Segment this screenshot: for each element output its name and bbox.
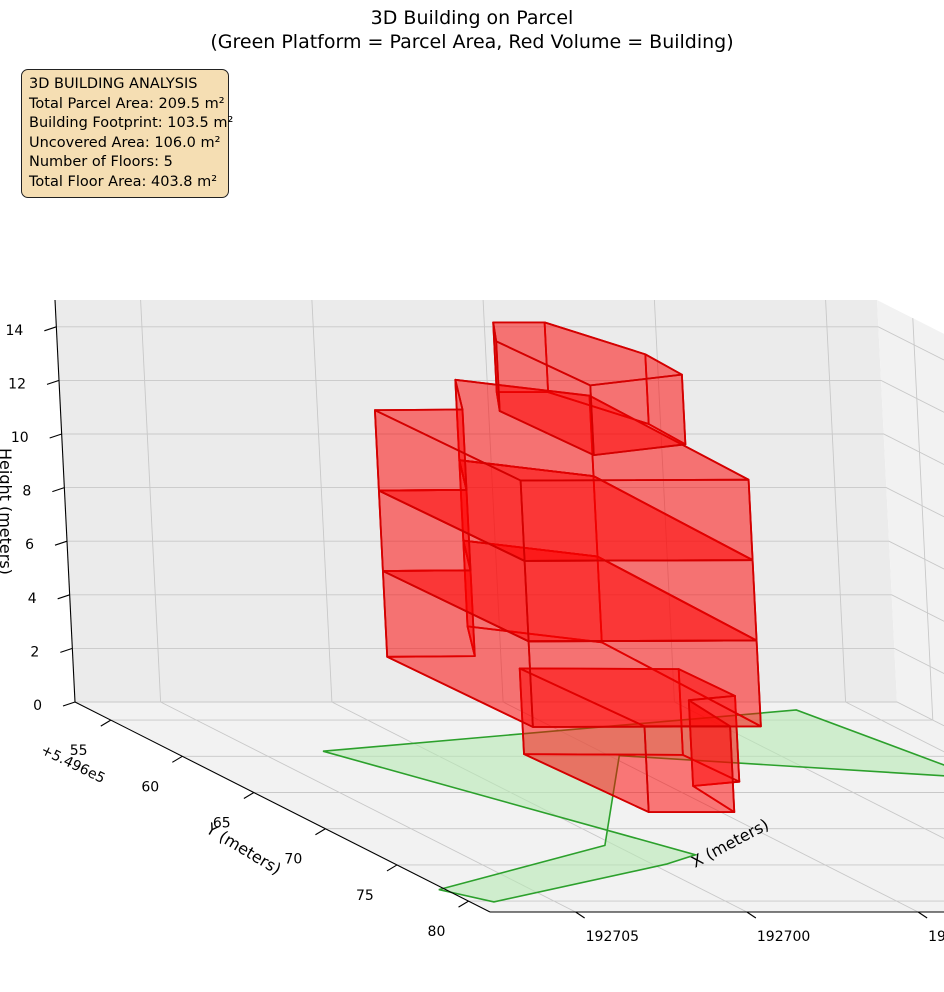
grid-line-z xyxy=(69,594,944,622)
y-axis-line xyxy=(74,701,491,913)
y-tick-label: 60 xyxy=(141,779,159,795)
chart-subtitle: (Green Platform = Parcel Area, Red Volum… xyxy=(210,31,734,53)
z-tick-label: 14 xyxy=(6,323,24,339)
floor-2-wall xyxy=(527,639,762,728)
y-axis-label: Y (meters) xyxy=(202,819,284,879)
info-line-uncovered: Uncovered Area: 106.0 m² xyxy=(29,134,221,151)
analysis-info-box: 3D BUILDING ANALYSIS Total Parcel Area: … xyxy=(21,69,234,198)
y-tick xyxy=(315,828,326,836)
x-tick-label: 192700 xyxy=(757,929,810,945)
y-tick-label: 80 xyxy=(428,924,446,940)
grid-line-z xyxy=(64,487,944,518)
z-tick-label: 4 xyxy=(28,591,37,607)
z-tick-label: 2 xyxy=(30,644,39,660)
back-pane-x xyxy=(55,300,897,702)
z-tick xyxy=(46,379,60,385)
grid-line-z xyxy=(56,326,944,361)
info-heading: 3D BUILDING ANALYSIS xyxy=(29,76,198,92)
z-tick xyxy=(49,433,62,439)
y-tick xyxy=(100,719,112,727)
parcel-polygon xyxy=(322,709,944,903)
x-tick-label: 192705 xyxy=(586,929,639,945)
y-tick xyxy=(172,755,183,763)
z-tick-label: 10 xyxy=(11,430,29,446)
z-tick-label: 12 xyxy=(8,376,26,392)
info-line-floors: Number of Floors: 5 xyxy=(29,154,173,171)
z-tick xyxy=(57,594,70,600)
z-tick-label: 8 xyxy=(22,484,31,500)
floor-1-wall xyxy=(643,725,736,813)
z-tick-label: 6 xyxy=(25,537,34,553)
z-axis-line xyxy=(54,299,76,703)
grid-line-y xyxy=(397,864,944,866)
grid-line-z xyxy=(67,540,944,570)
y-tick xyxy=(386,864,398,872)
grid-line-z xyxy=(59,379,944,413)
grid-line-z xyxy=(72,647,944,675)
x-tick xyxy=(746,911,757,919)
y-tick xyxy=(458,900,469,908)
x-tick-label: 192695 xyxy=(928,929,944,945)
y-tick-label: 55 xyxy=(70,743,88,759)
grid-line-z xyxy=(75,701,944,727)
y-tick-label: 65 xyxy=(213,816,231,832)
z-tick xyxy=(60,647,73,653)
x-tick xyxy=(575,911,585,919)
y-tick xyxy=(243,792,255,799)
back-pane-y xyxy=(877,300,944,726)
grid-line-y xyxy=(468,900,944,902)
info-line-footprint: Building Footprint: 103.5 m² xyxy=(29,115,234,132)
grid-line-z xyxy=(61,433,944,466)
floor-5-wall xyxy=(589,373,687,457)
building-layer xyxy=(373,321,762,813)
z-tick xyxy=(44,326,57,332)
x-tick xyxy=(917,911,928,919)
info-line-parcel-area: Total Parcel Area: 209.5 m² xyxy=(29,95,225,112)
floor-3-wall xyxy=(523,559,758,643)
parcel-layer xyxy=(322,709,944,903)
z-tick xyxy=(62,701,76,707)
chart-title: 3D Building on Parcel xyxy=(370,7,574,29)
y-tick-label: 75 xyxy=(356,888,374,904)
z-tick xyxy=(54,540,68,546)
info-line-floor-area: Total Floor Area: 403.8 m² xyxy=(29,173,218,190)
z-tick-label: 0 xyxy=(33,698,42,714)
y-tick-label: 70 xyxy=(284,852,302,868)
floor-4-wall xyxy=(519,478,754,562)
z-axis-label: Height (meters) xyxy=(0,448,15,575)
z-tick xyxy=(52,487,65,493)
